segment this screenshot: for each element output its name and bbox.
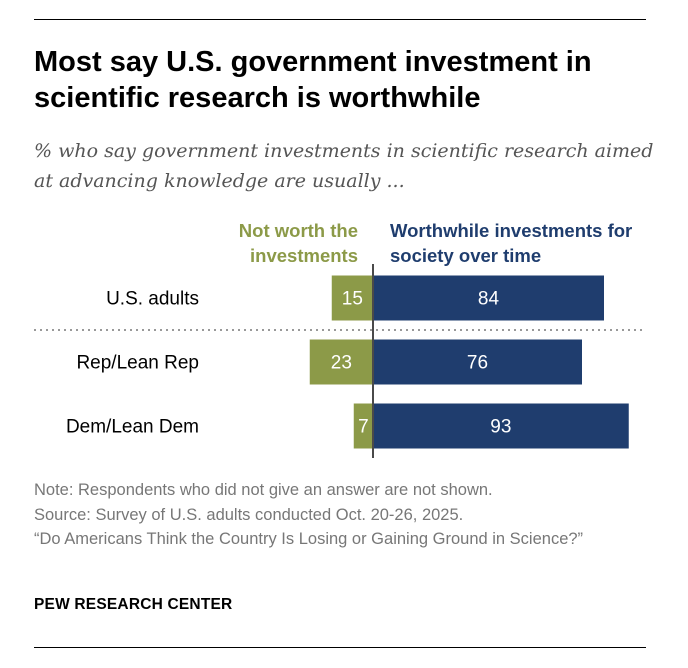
chart-note: Note: Respondents who did not give an an… xyxy=(34,478,654,552)
note-line: Note: Respondents who did not give an an… xyxy=(34,481,493,499)
bar-not-worth-value: 23 xyxy=(331,353,352,374)
diverging-bar-chart: U.S. adults 15 84 Rep/Lean Rep 23 76 Dem/Lean … xyxy=(34,264,646,458)
top-rule xyxy=(34,19,646,20)
bar-worthwhile-value: 84 xyxy=(478,289,500,310)
bar-worthwhile-value: 76 xyxy=(467,353,488,374)
legend-positive-label: Worthwhile investments for society over … xyxy=(390,220,633,266)
bar-worthwhile-value: 93 xyxy=(490,417,511,438)
bar-not-worth-value: 7 xyxy=(358,417,369,438)
category-label: Dem/Lean Dem xyxy=(66,417,199,438)
chart-subtitle: % who say government investments in scie… xyxy=(34,140,654,192)
bar-not-worth xyxy=(309,339,373,385)
bar-worthwhile xyxy=(373,403,629,449)
bar-not-worth-value: 15 xyxy=(342,289,363,310)
footer-brand: PEW RESEARCH CENTER xyxy=(34,596,233,613)
source-line: Source: Survey of U.S. adults conducted … xyxy=(34,505,464,524)
category-label: U.S. adults xyxy=(106,289,199,310)
legend-negative-label: Not worth the investments xyxy=(238,220,358,266)
bar-not-worth xyxy=(331,275,373,321)
bar-worthwhile xyxy=(373,275,604,321)
bottom-rule xyxy=(34,647,646,648)
report-title-line: “Do Americans Think the Country Is Losin… xyxy=(34,530,584,548)
bar-not-worth xyxy=(353,403,373,449)
category-label: Rep/Lean Rep xyxy=(76,353,199,374)
bar-worthwhile xyxy=(373,339,582,385)
chart-title: Most say U.S. government investment in s… xyxy=(34,46,592,114)
